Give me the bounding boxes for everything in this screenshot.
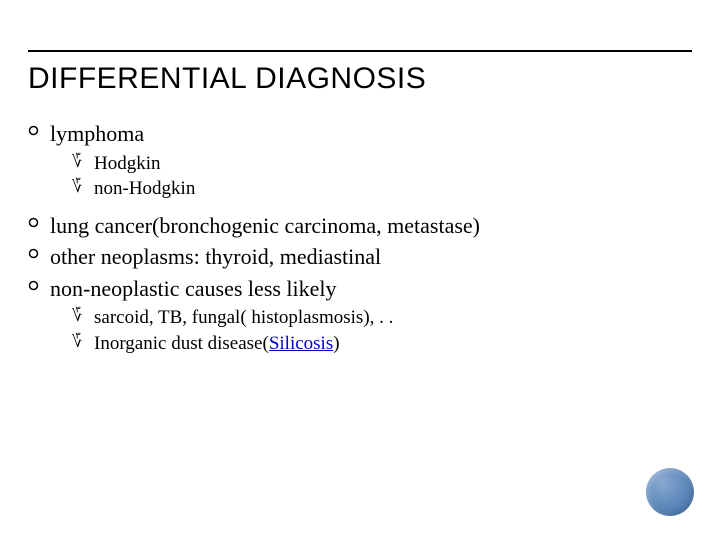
list-item-text: lung cancer(bronchogenic carcinoma, meta…: [50, 212, 680, 240]
decorative-circle-icon: [646, 468, 694, 516]
slide-body: lymphoma ؆ Hodgkin ؆ non-Hodgkin lung ca…: [28, 120, 680, 367]
sub-list: ؆ Hodgkin ؆ non-Hodgkin: [72, 152, 680, 202]
script-bullet-icon: ؆: [72, 332, 94, 354]
sub-list-item: ؆ non-Hodgkin: [72, 177, 680, 202]
list-item: lymphoma: [28, 120, 680, 148]
sub-list-item: ؆ sarcoid, TB, fungal( histoplasmosis), …: [72, 306, 680, 331]
hollow-circle-icon: [28, 243, 50, 259]
list-item: lung cancer(bronchogenic carcinoma, meta…: [28, 212, 680, 240]
sub-list-item: ؆ Inorganic dust disease(Silicosis): [72, 332, 680, 357]
sub-list-item-text: Inorganic dust disease(Silicosis): [94, 332, 680, 357]
hollow-circle-icon: [28, 212, 50, 228]
hollow-circle-icon: [28, 120, 50, 136]
list-item-text: lymphoma: [50, 120, 680, 148]
script-bullet-icon: ؆: [72, 306, 94, 328]
sub-text-suffix: ): [333, 333, 339, 354]
list-item-text: non-neoplastic causes less likely: [50, 275, 680, 303]
sub-list-item-text: Hodgkin: [94, 152, 680, 177]
slide-title: DIFFERENTIAL DIAGNOSIS: [28, 62, 426, 96]
list-item: other neoplasms: thyroid, mediastinal: [28, 243, 680, 271]
list-item: non-neoplastic causes less likely: [28, 275, 680, 303]
sub-list-item: ؆ Hodgkin: [72, 152, 680, 177]
sub-list-item-text: sarcoid, TB, fungal( histoplasmosis), . …: [94, 306, 680, 331]
horizontal-rule: [28, 50, 692, 52]
script-bullet-icon: ؆: [72, 152, 94, 174]
sub-text-prefix: Inorganic dust disease(: [94, 333, 269, 354]
list-item-text: other neoplasms: thyroid, mediastinal: [50, 243, 680, 271]
sub-list: ؆ sarcoid, TB, fungal( histoplasmosis), …: [72, 306, 680, 356]
slide: DIFFERENTIAL DIAGNOSIS lymphoma ؆ Hodgki…: [0, 0, 720, 540]
silicosis-link[interactable]: Silicosis: [269, 333, 333, 354]
sub-list-item-text: non-Hodgkin: [94, 177, 680, 202]
script-bullet-icon: ؆: [72, 177, 94, 199]
hollow-circle-icon: [28, 275, 50, 291]
